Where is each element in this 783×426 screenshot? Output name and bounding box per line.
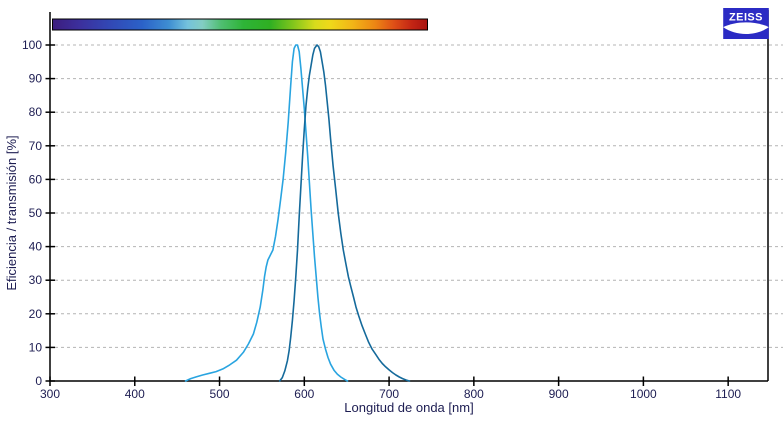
y-tick-label: 60 bbox=[29, 172, 43, 186]
y-tick-label: 80 bbox=[29, 105, 43, 119]
zeiss-logo-text: ZEISS bbox=[729, 11, 763, 23]
y-tick-label: 100 bbox=[22, 38, 42, 52]
x-tick-label: 800 bbox=[464, 387, 484, 401]
tick-marks bbox=[45, 44, 729, 386]
visible-spectrum-bar bbox=[52, 18, 428, 31]
x-tick-label: 1000 bbox=[630, 387, 657, 401]
x-tick-label: 300 bbox=[40, 387, 60, 401]
y-tick-label: 50 bbox=[29, 206, 43, 220]
y-tick-label: 30 bbox=[29, 273, 43, 287]
x-tick-label: 700 bbox=[379, 387, 399, 401]
y-tick-label: 0 bbox=[35, 374, 42, 388]
x-tick-label: 500 bbox=[210, 387, 230, 401]
y-axis-title: Eficiencia / transmisión [%] bbox=[4, 135, 19, 290]
y-tick-label: 90 bbox=[29, 72, 43, 86]
gridlines bbox=[55, 44, 783, 348]
y-tick-label: 70 bbox=[29, 139, 43, 153]
zeiss-logo: ZEISS bbox=[723, 8, 769, 39]
y-tick-label: 10 bbox=[29, 340, 43, 354]
x-tick-label: 600 bbox=[294, 387, 314, 401]
x-tick-label: 400 bbox=[125, 387, 145, 401]
spectra-curves bbox=[184, 44, 411, 382]
axes bbox=[49, 10, 769, 382]
y-tick-label: 20 bbox=[29, 307, 43, 321]
y-tick-label: 40 bbox=[29, 240, 43, 254]
spectrum-curve-light-blue-curve bbox=[184, 44, 349, 382]
x-axis-title: Longitud de onda [nm] bbox=[344, 400, 473, 415]
x-tick-label: 900 bbox=[549, 387, 569, 401]
x-tick-label: 1100 bbox=[715, 387, 741, 401]
zeiss-lens-icon bbox=[723, 22, 769, 34]
spectrum-curve-dark-blue-curve bbox=[278, 44, 411, 382]
tick-labels: 300 400 500 600 700 800 900 1000 1100 0 10 20 30 40 50… bbox=[22, 38, 741, 401]
